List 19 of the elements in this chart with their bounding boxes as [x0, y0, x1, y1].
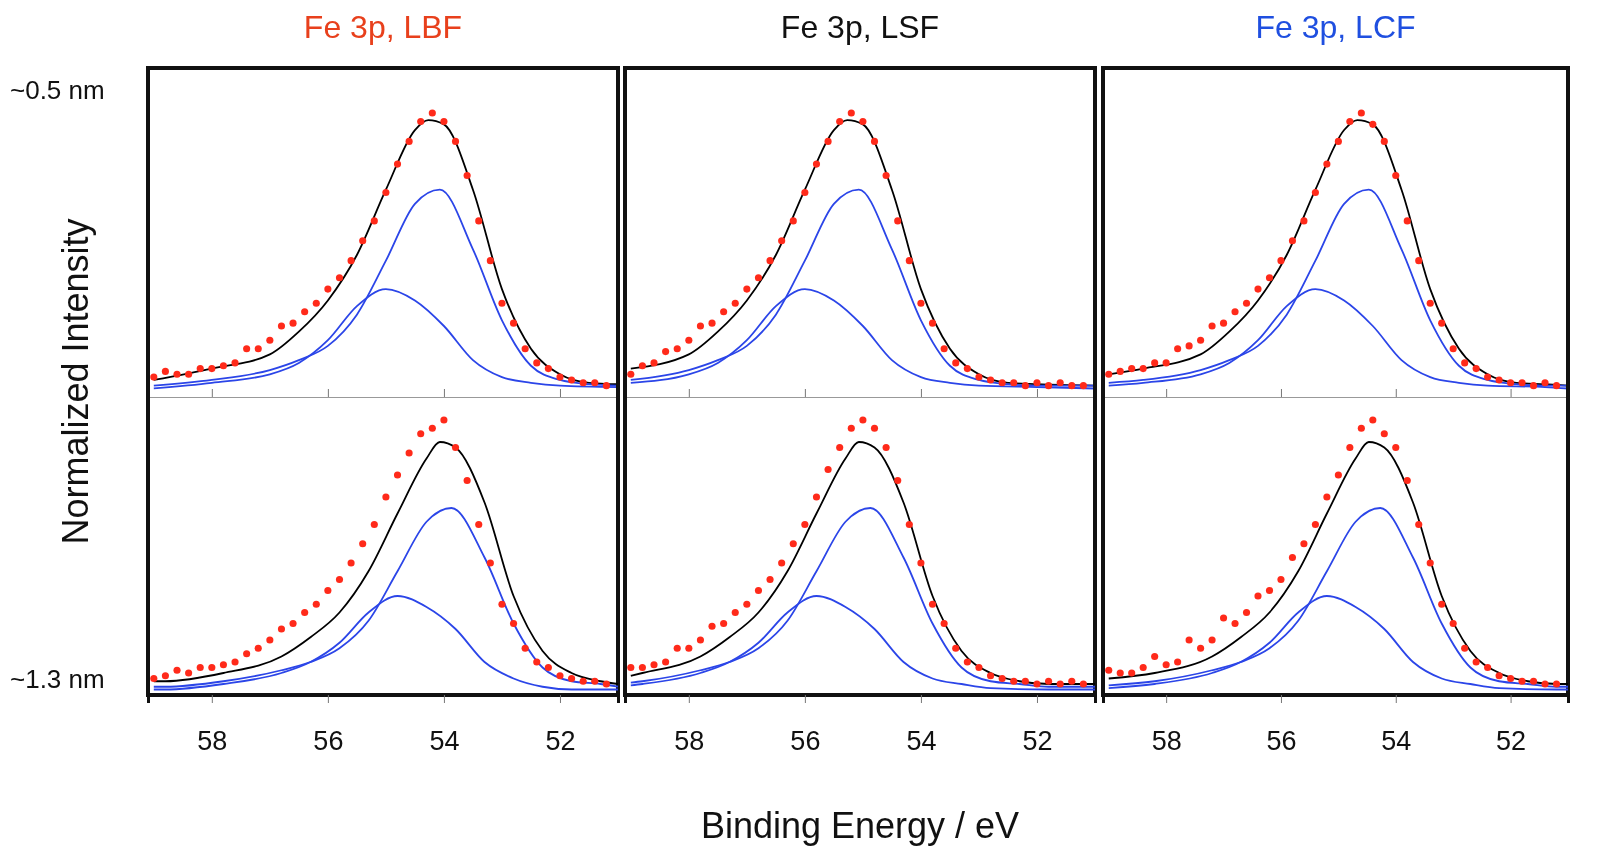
- x-tick-label: 56: [1266, 726, 1297, 757]
- y-axis-title: Normalized Intensity: [55, 218, 96, 545]
- x-tick-label: 58: [1151, 726, 1182, 757]
- x-axis-title: Binding Energy / eV: [700, 805, 1020, 846]
- x-tick-label: 58: [197, 726, 228, 757]
- x-tick-label: 54: [429, 726, 460, 757]
- x-tick-label: 52: [545, 726, 576, 757]
- x-tick-label: 54: [906, 726, 937, 757]
- chart-title: Fe 3p, LSF: [780, 9, 940, 45]
- x-tick-label: 56: [313, 726, 344, 757]
- x-tick-label: 52: [1022, 726, 1053, 757]
- x-tick-label: 52: [1496, 726, 1527, 757]
- chart-title: Fe 3p, LBF: [303, 9, 463, 45]
- chart-title: Fe 3p, LCF: [1255, 9, 1416, 45]
- text: ~1.3 nm: [10, 664, 105, 694]
- x-tick-label: 58: [674, 726, 705, 757]
- text: ~0.5 nm: [10, 75, 105, 105]
- x-tick-label: 56: [790, 726, 821, 757]
- x-tick-label: 54: [1381, 726, 1412, 757]
